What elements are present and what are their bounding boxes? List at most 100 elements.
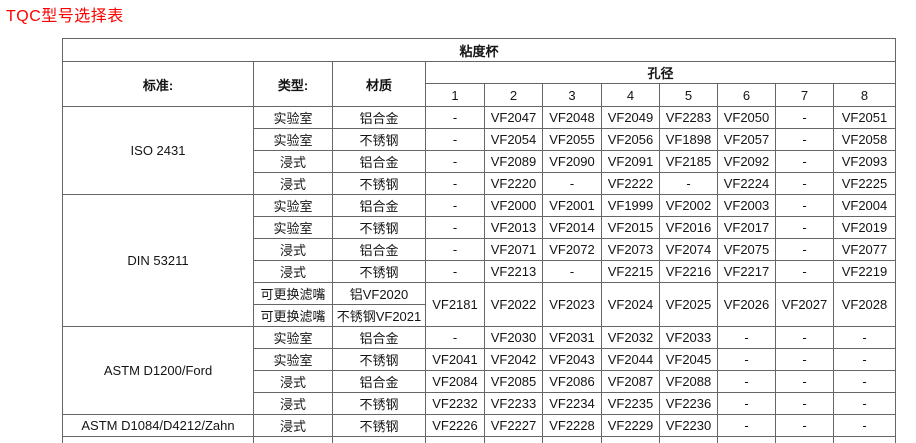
type-cell: 实验室 <box>254 349 333 371</box>
material-cell: 铝合金 <box>333 151 426 173</box>
value-cell: - <box>426 327 485 349</box>
value-cell: - <box>776 327 834 349</box>
value-cell: - <box>426 217 485 239</box>
value-cell: VF2024 <box>602 283 660 327</box>
type-cell: 浸式 <box>254 151 333 173</box>
value-cell: VF2017 <box>718 217 776 239</box>
value-cell: VF2042 <box>485 349 543 371</box>
partial-cell <box>776 437 834 443</box>
value-cell: VF2232 <box>426 393 485 415</box>
type-cell: 实验室 <box>254 107 333 129</box>
value-cell: VF2234 <box>543 393 602 415</box>
type-cell: 浸式 <box>254 415 333 437</box>
value-cell: VF2235 <box>602 393 660 415</box>
material-cell: 铝VF2020 <box>333 283 426 305</box>
page-title: TQC型号选择表 <box>6 2 124 26</box>
standard-cell: ISO 2431 <box>63 107 254 195</box>
value-cell: VF2219 <box>834 261 896 283</box>
value-cell: - <box>718 371 776 393</box>
value-cell: - <box>834 327 896 349</box>
material-cell: 铝合金 <box>333 107 426 129</box>
hole-number-cell: 6 <box>718 84 776 107</box>
value-cell: VF2220 <box>485 173 543 195</box>
value-cell: VF1898 <box>660 129 718 151</box>
value-cell: VF2022 <box>485 283 543 327</box>
value-cell: VF2077 <box>834 239 896 261</box>
value-cell: VF2057 <box>718 129 776 151</box>
value-cell: VF2229 <box>602 415 660 437</box>
value-cell: VF2087 <box>602 371 660 393</box>
value-cell: VF2030 <box>485 327 543 349</box>
type-cell: 实验室 <box>254 217 333 239</box>
value-cell: VF2015 <box>602 217 660 239</box>
value-cell: VF2028 <box>834 283 896 327</box>
value-cell: VF2090 <box>543 151 602 173</box>
value-cell: VF2216 <box>660 261 718 283</box>
material-cell: 铝合金 <box>333 239 426 261</box>
value-cell: VF2073 <box>602 239 660 261</box>
value-cell: VF2044 <box>602 349 660 371</box>
value-cell: - <box>776 239 834 261</box>
type-cell: 实验室 <box>254 195 333 217</box>
value-cell: - <box>776 173 834 195</box>
value-cell: VF2000 <box>485 195 543 217</box>
standard-cell: ASTM D1200/Ford <box>63 327 254 415</box>
value-cell: VF2002 <box>660 195 718 217</box>
value-cell: VF2091 <box>602 151 660 173</box>
value-cell: VF2093 <box>834 151 896 173</box>
value-cell: - <box>834 371 896 393</box>
value-cell: VF2233 <box>485 393 543 415</box>
value-cell: VF2003 <box>718 195 776 217</box>
material-cell: 不锈钢 <box>333 129 426 151</box>
value-cell: - <box>834 393 896 415</box>
value-cell: VF2027 <box>776 283 834 327</box>
partial-cell <box>602 437 660 443</box>
value-cell: VF2227 <box>485 415 543 437</box>
hole-number-cell: 4 <box>602 84 660 107</box>
value-cell: - <box>426 239 485 261</box>
value-cell: - <box>426 195 485 217</box>
value-cell: VF2058 <box>834 129 896 151</box>
value-cell: VF2225 <box>834 173 896 195</box>
value-cell: VF2088 <box>660 371 718 393</box>
value-cell: - <box>776 151 834 173</box>
value-cell: - <box>834 415 896 437</box>
value-cell: VF2075 <box>718 239 776 261</box>
value-cell: - <box>776 371 834 393</box>
material-cell: 不锈钢 <box>333 415 426 437</box>
value-cell: VF2033 <box>660 327 718 349</box>
value-cell: VF2072 <box>543 239 602 261</box>
value-cell: - <box>426 261 485 283</box>
partial-cell <box>543 437 602 443</box>
value-cell: VF2045 <box>660 349 718 371</box>
value-cell: VF2025 <box>660 283 718 327</box>
standard-cell: ASTM D1084/D4212/Zahn <box>63 415 254 437</box>
type-cell: 浸式 <box>254 393 333 415</box>
value-cell: VF2050 <box>718 107 776 129</box>
value-cell: - <box>776 415 834 437</box>
value-cell: VF2085 <box>485 371 543 393</box>
value-cell: VF2226 <box>426 415 485 437</box>
value-cell: VF2224 <box>718 173 776 195</box>
header-aperture: 孔径 <box>426 62 896 84</box>
value-cell: VF2217 <box>718 261 776 283</box>
material-cell: 铝合金 <box>333 327 426 349</box>
type-cell: 可更换滤嘴 <box>254 305 333 327</box>
value-cell: VF2236 <box>660 393 718 415</box>
value-cell: VF2001 <box>543 195 602 217</box>
material-cell: 不锈钢 <box>333 349 426 371</box>
value-cell: VF2089 <box>485 151 543 173</box>
value-cell: VF2056 <box>602 129 660 151</box>
type-cell: 浸式 <box>254 173 333 195</box>
value-cell: VF1999 <box>602 195 660 217</box>
material-cell: 不锈钢VF2021 <box>333 305 426 327</box>
value-cell: VF2004 <box>834 195 896 217</box>
value-cell: VF2014 <box>543 217 602 239</box>
value-cell: VF2019 <box>834 217 896 239</box>
hole-number-cell: 5 <box>660 84 718 107</box>
value-cell: - <box>426 151 485 173</box>
